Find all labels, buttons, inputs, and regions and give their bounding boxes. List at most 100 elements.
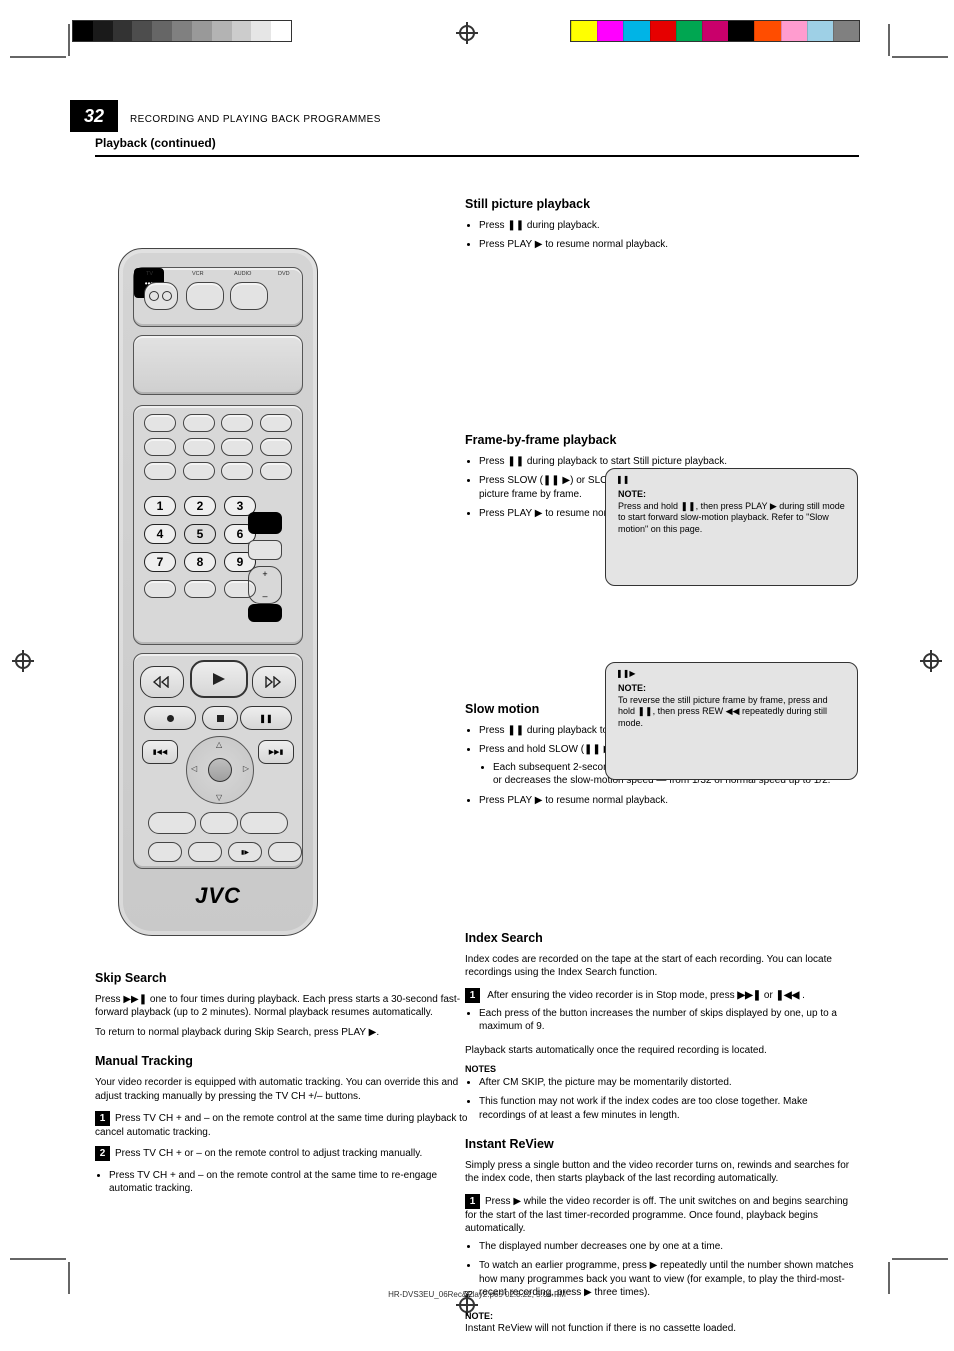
remote-play-panel: ❚❚ ▮◀◀ ▶▶▮ △ ▽ ◁ ▷ ▮▶ bbox=[133, 653, 303, 869]
idx-li: Each press of the button increases the n… bbox=[479, 1007, 855, 1034]
record-button[interactable] bbox=[144, 706, 196, 730]
arrow-down-icon: ▽ bbox=[216, 793, 222, 802]
btn-av-status[interactable] bbox=[221, 438, 253, 456]
idx-s1-lead: After ensuring the video recorder is in … bbox=[487, 990, 734, 1001]
man-s2-text: Press TV CH + or – on the remote control… bbox=[115, 1148, 422, 1159]
frame-note-text: To reverse the still picture frame by fr… bbox=[618, 695, 845, 730]
breadcrumb: RECORDING AND PLAYING BACK PROGRAMMES bbox=[130, 114, 381, 125]
btn-catv[interactable] bbox=[221, 414, 253, 432]
crop-mark bbox=[888, 24, 890, 56]
grid-row-3 bbox=[144, 462, 292, 480]
label-audio: AUDIO bbox=[234, 271, 251, 277]
num-2[interactable]: 2 bbox=[184, 496, 216, 516]
step-2-icon: 2 bbox=[95, 1146, 110, 1161]
idx-p1: Index codes are recorded on the tape at … bbox=[465, 953, 855, 980]
still-bullets: Press ❚❚ during playback. Press PLAY ▶ t… bbox=[465, 219, 855, 252]
instant-review-heading: Instant ReView bbox=[465, 1136, 855, 1153]
btn-bottom-1[interactable] bbox=[148, 842, 182, 862]
btn-dbs[interactable] bbox=[260, 414, 292, 432]
still-note-box: ❚❚ NOTE: Press and hold ❚❚, then press P… bbox=[605, 468, 858, 586]
idx-s1-tail: . bbox=[802, 990, 805, 1001]
skip-p1: Press ▶▶❚ one to four times during playb… bbox=[95, 993, 475, 1020]
btn-cancel[interactable] bbox=[240, 812, 288, 834]
idx-p2: Playback starts automatically once the r… bbox=[465, 1044, 855, 1058]
tv-power-button[interactable] bbox=[144, 282, 178, 310]
label-tv: TV bbox=[146, 271, 153, 277]
audio-power-button[interactable] bbox=[230, 282, 268, 310]
arrow-up-icon: △ bbox=[216, 740, 222, 749]
idx-s1: 1 After ensuring the video recorder is i… bbox=[465, 988, 855, 1003]
vcr-power-button[interactable] bbox=[186, 282, 224, 310]
skip-back-button[interactable]: ▮◀◀ bbox=[142, 740, 178, 764]
fast-forward-button[interactable] bbox=[252, 666, 296, 698]
idx-notes-label: NOTES bbox=[465, 1063, 855, 1075]
btn-surround[interactable] bbox=[260, 438, 292, 456]
inst-s1: 1Press ▶ while the video recorder is off… bbox=[465, 1194, 855, 1236]
num-7[interactable]: 7 bbox=[144, 552, 176, 572]
num-8[interactable]: 8 bbox=[184, 552, 216, 572]
skip-forward-button[interactable]: ▶▶▮ bbox=[258, 740, 294, 764]
bottom-left-column: Skip Search Press ▶▶❚ one to four times … bbox=[95, 970, 475, 1206]
crop-mark bbox=[68, 24, 70, 56]
man-s1-text: Press TV CH + and – on the remote contro… bbox=[95, 1113, 468, 1138]
rewind-icon bbox=[152, 676, 172, 688]
prog-rocker[interactable]: +– bbox=[248, 566, 282, 604]
idx-or: or bbox=[764, 990, 776, 1001]
btn-bottom-4[interactable] bbox=[268, 842, 302, 862]
inst-note: Instant ReView will not function if ther… bbox=[465, 1322, 855, 1336]
btn-display[interactable] bbox=[144, 438, 176, 456]
play-icon bbox=[210, 671, 228, 687]
btn-clear[interactable] bbox=[248, 540, 282, 560]
grayscale-swatch-bar bbox=[72, 20, 292, 42]
jvc-logo: JVC bbox=[119, 883, 317, 909]
bottom-right-column: Index Search Index codes are recorded on… bbox=[465, 930, 855, 1336]
crop-mark bbox=[10, 1258, 66, 1260]
btn-return[interactable] bbox=[260, 462, 292, 480]
num-5[interactable]: 5 bbox=[184, 524, 216, 544]
pause-button[interactable]: ❚❚ bbox=[240, 706, 292, 730]
remote-top-panel: TV VCR AUDIO DVD ••• bbox=[133, 267, 303, 327]
man-tail: Press TV CH + and – on the remote contro… bbox=[95, 1169, 475, 1196]
label-vcr: VCR bbox=[192, 271, 204, 277]
man-p1: Your video recorder is equipped with aut… bbox=[95, 1076, 475, 1103]
btn-slow[interactable]: ▮▶ bbox=[228, 842, 262, 862]
note-label: NOTE: bbox=[618, 683, 845, 695]
play-button[interactable] bbox=[190, 660, 248, 698]
ok-button[interactable] bbox=[208, 758, 232, 782]
remote-lcd-panel bbox=[133, 335, 303, 395]
still-b2: Press PLAY ▶ to resume normal playback. bbox=[479, 238, 855, 252]
crop-mark bbox=[892, 1258, 948, 1260]
num-4[interactable]: 4 bbox=[144, 524, 176, 544]
btn-0[interactable] bbox=[184, 580, 216, 598]
still-note-text: Press and hold ❚❚, then press PLAY ▶ dur… bbox=[618, 501, 845, 536]
crop-mark bbox=[10, 56, 66, 58]
btn-bottom-2[interactable] bbox=[188, 842, 222, 862]
header-rule bbox=[95, 155, 859, 157]
btn-sp-ep[interactable] bbox=[248, 512, 282, 534]
btn-menu[interactable] bbox=[148, 812, 196, 834]
stop-button[interactable] bbox=[202, 706, 238, 730]
note-label: NOTE: bbox=[618, 489, 845, 501]
idx-icon-bwd: ❚◀◀ bbox=[776, 990, 800, 1001]
manual-tracking-heading: Manual Tracking bbox=[95, 1053, 475, 1070]
rewind-button[interactable] bbox=[140, 666, 184, 698]
btn-tv-vol[interactable] bbox=[248, 604, 282, 622]
register-mark-top bbox=[456, 22, 478, 44]
section-subtitle: Playback (continued) bbox=[95, 136, 216, 150]
btn-setup[interactable] bbox=[200, 812, 238, 834]
btn-tv-av[interactable] bbox=[144, 414, 176, 432]
grid-row-2 bbox=[144, 438, 292, 456]
btn-enter[interactable] bbox=[221, 462, 253, 480]
d-pad: △ ▽ ◁ ▷ bbox=[186, 736, 254, 804]
btn-input[interactable] bbox=[183, 462, 215, 480]
still-b1: Press ❚❚ during playback. bbox=[479, 219, 855, 233]
btn-cable-sat[interactable] bbox=[183, 414, 215, 432]
btn-title[interactable] bbox=[144, 462, 176, 480]
inst-p1: Simply press a single button and the vid… bbox=[465, 1159, 855, 1186]
man-s2: 2 Press TV CH + or – on the remote contro… bbox=[95, 1146, 475, 1161]
skip-heading: Skip Search bbox=[95, 970, 475, 987]
num-1[interactable]: 1 bbox=[144, 496, 176, 516]
btn-text-tv[interactable] bbox=[144, 580, 176, 598]
btn-tv-muting[interactable] bbox=[183, 438, 215, 456]
idx-n2: This function may not work if the index … bbox=[479, 1095, 855, 1122]
